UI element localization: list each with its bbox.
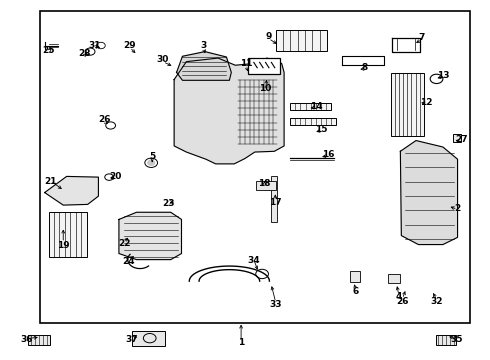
Text: 30: 30 bbox=[157, 55, 169, 64]
Bar bbox=[388, 274, 400, 283]
Bar bbox=[40, 12, 470, 323]
Text: 11: 11 bbox=[240, 59, 252, 68]
Bar bbox=[453, 134, 462, 142]
Text: 31: 31 bbox=[88, 41, 101, 50]
Text: 6: 6 bbox=[353, 287, 359, 296]
Bar bbox=[350, 271, 360, 282]
Polygon shape bbox=[45, 176, 98, 205]
Text: 2: 2 bbox=[454, 204, 461, 213]
Text: 32: 32 bbox=[431, 297, 443, 306]
Bar bbox=[248, 58, 280, 74]
Polygon shape bbox=[176, 51, 231, 80]
Bar bbox=[49, 212, 87, 257]
Text: 24: 24 bbox=[122, 257, 135, 266]
Text: 26: 26 bbox=[396, 297, 409, 306]
Bar bbox=[290, 118, 336, 126]
Text: 18: 18 bbox=[258, 179, 271, 188]
Text: 17: 17 bbox=[269, 198, 282, 207]
Text: 20: 20 bbox=[109, 172, 121, 181]
Polygon shape bbox=[400, 140, 458, 244]
Text: 7: 7 bbox=[418, 33, 425, 42]
Polygon shape bbox=[119, 212, 181, 260]
Circle shape bbox=[148, 160, 155, 165]
Text: 28: 28 bbox=[78, 49, 91, 58]
Text: 23: 23 bbox=[162, 199, 174, 208]
Bar bbox=[256, 181, 276, 190]
Text: 22: 22 bbox=[118, 239, 130, 248]
Text: 21: 21 bbox=[44, 177, 57, 186]
Text: 12: 12 bbox=[420, 98, 433, 107]
Text: 26: 26 bbox=[98, 115, 111, 124]
Text: 13: 13 bbox=[437, 71, 449, 80]
Text: 1: 1 bbox=[238, 338, 244, 347]
Text: 15: 15 bbox=[316, 125, 328, 134]
Text: 27: 27 bbox=[455, 135, 468, 144]
Text: 29: 29 bbox=[123, 41, 136, 50]
Text: 37: 37 bbox=[125, 335, 138, 344]
Text: 25: 25 bbox=[42, 46, 55, 55]
Bar bbox=[271, 176, 277, 222]
Bar bbox=[436, 335, 456, 345]
Text: 19: 19 bbox=[57, 241, 70, 250]
Text: 9: 9 bbox=[265, 32, 271, 41]
Bar bbox=[28, 335, 50, 345]
Text: 34: 34 bbox=[247, 256, 260, 265]
Text: 16: 16 bbox=[322, 150, 334, 159]
Text: 10: 10 bbox=[259, 84, 272, 93]
Bar bbox=[132, 330, 165, 346]
Polygon shape bbox=[174, 58, 284, 164]
Bar bbox=[391, 73, 424, 136]
Text: 5: 5 bbox=[149, 152, 155, 161]
Text: 36: 36 bbox=[21, 335, 33, 344]
Bar bbox=[276, 30, 327, 51]
Text: 35: 35 bbox=[450, 335, 463, 344]
Text: 33: 33 bbox=[270, 300, 282, 309]
Text: 3: 3 bbox=[200, 41, 207, 50]
Text: 14: 14 bbox=[310, 102, 322, 111]
Bar bbox=[290, 103, 331, 111]
Text: 4: 4 bbox=[396, 292, 402, 301]
Text: 8: 8 bbox=[362, 63, 368, 72]
